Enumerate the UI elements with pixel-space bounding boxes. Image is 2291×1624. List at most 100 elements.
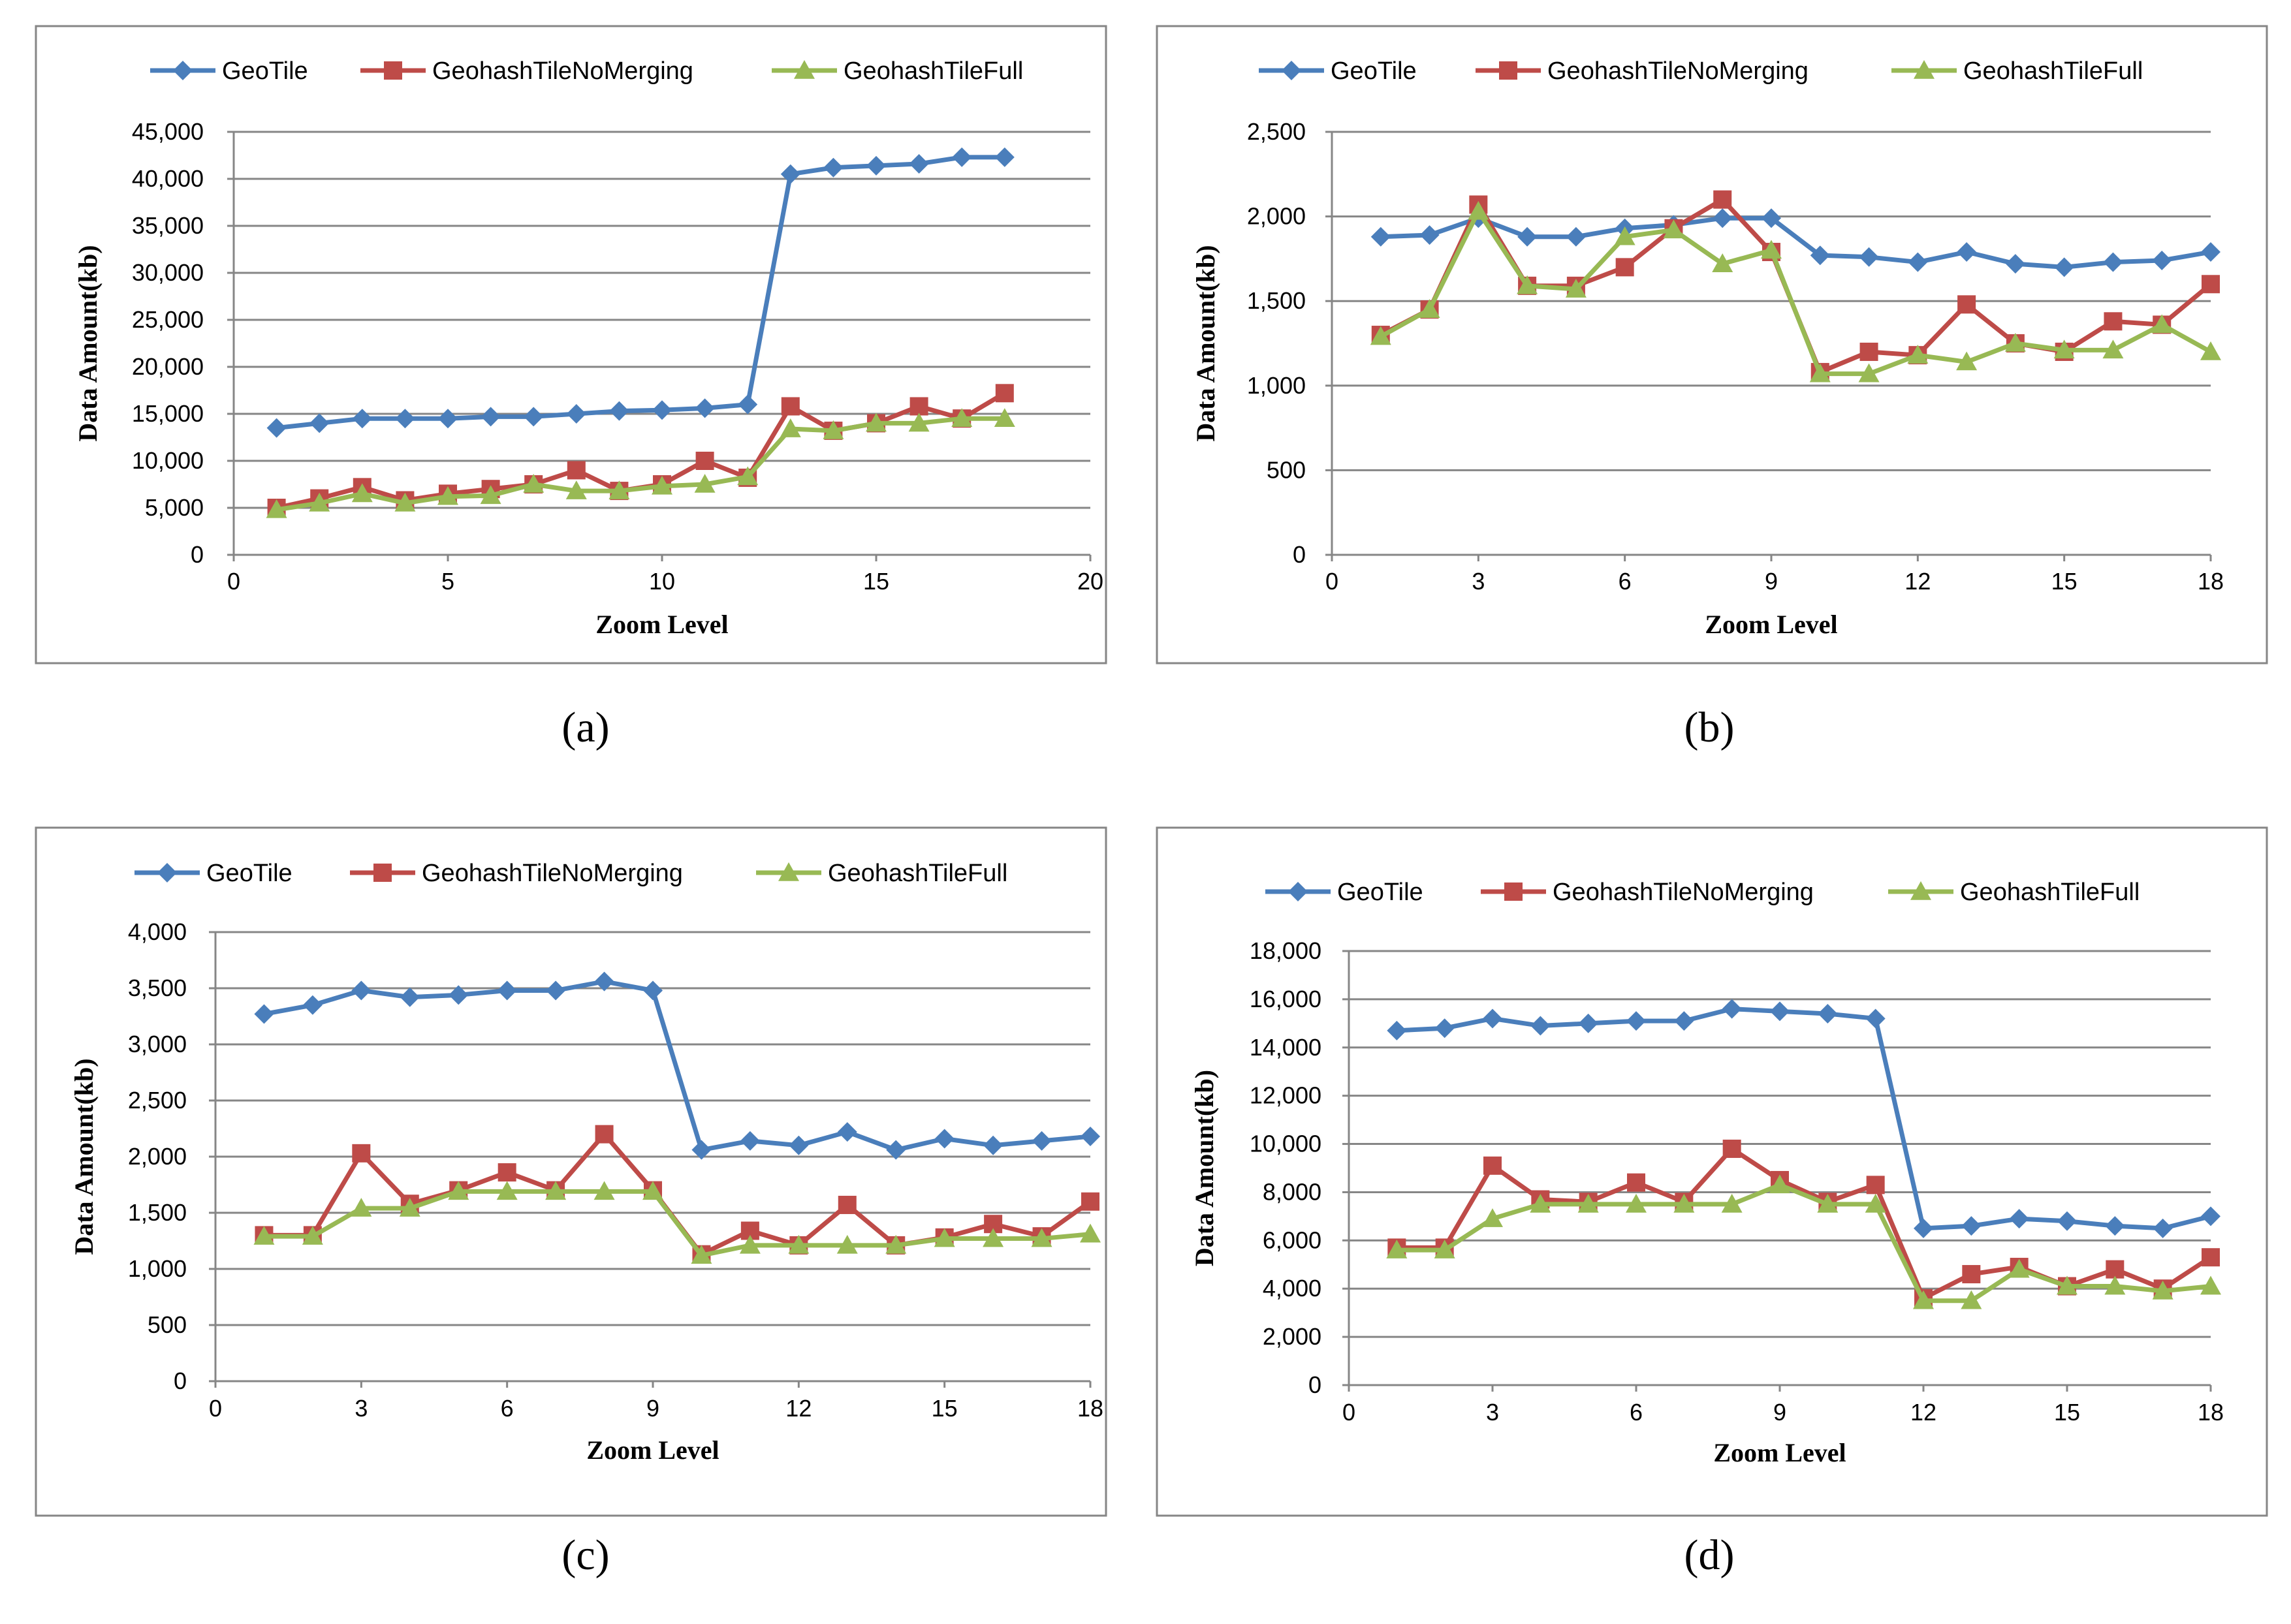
data-point [781,397,800,416]
data-point [2005,254,2025,274]
x-tick-label: 3 [1472,568,1485,595]
y-axis-title: Data Amount(kb) [73,245,103,441]
data-point [1957,295,1976,314]
chart-panel: 0 2,000 4,000 6,000 8,000 10,000 12,000 14,000 1… [1156,826,2268,1517]
data-point [608,480,630,499]
y-tick-label: 15,000 [132,400,204,427]
data-point [994,147,1015,167]
data-point [595,1125,614,1144]
data-point [266,499,287,518]
y-tick-label: 12,000 [1250,1082,1321,1109]
data-point [1565,279,1587,298]
legend-marker [1499,61,1517,80]
data-point [1673,1193,1695,1213]
data-point [1517,226,1538,247]
y-tick-label: 8,000 [1263,1178,1321,1205]
x-axis-title: Zoom Level [1713,1438,1846,1467]
legend: GeoTile GeohashTileNoMerging GeohashTileFu… [1265,879,2140,906]
x-tick-label: 20 [1077,568,1103,595]
y-axis-title: Data Amount(kb) [1191,245,1220,441]
legend-item: GeoTile [1265,879,1423,906]
data-point [952,147,972,167]
data-point [740,1131,760,1151]
data-point [951,408,973,427]
figure-caption: (d) [1684,1531,1735,1579]
legend-marker [778,862,799,881]
x-tick-label: 15 [863,568,889,595]
x-tick-label: 6 [501,1395,514,1422]
x-tick-label: 9 [1773,1399,1786,1426]
data-point [2104,312,2123,331]
data-point [352,409,372,429]
data-point [400,987,420,1007]
y-tick-label: 18,000 [1250,937,1321,964]
data-point [1081,1192,1099,1211]
legend-marker [173,61,193,80]
data-point [2200,1275,2221,1295]
data-point [2201,1206,2220,1226]
data-point [1770,1001,1790,1022]
data-point [1818,1004,1838,1024]
data-point [567,461,586,480]
y-tick-label: 2,000 [1247,203,1306,230]
data-point [2008,1258,2030,1278]
series-0 [254,971,1100,1160]
y-tick-label: 35,000 [132,212,204,239]
data-point [780,164,800,184]
x-tick-label: 5 [441,568,454,595]
data-point [1370,226,1391,247]
data-point [302,995,323,1015]
data-point [1080,1223,1101,1243]
y-tick-label: 3,000 [128,1031,187,1057]
y-tick-label: 4,000 [1263,1275,1321,1302]
legend-marker [373,864,392,882]
data-point [823,157,844,178]
data-point [266,418,287,438]
data-point [566,404,586,424]
x-tick-label: 15 [2054,1399,2080,1426]
y-tick-label: 1,000 [128,1255,187,1282]
legend-marker [1914,60,1935,79]
data-point [866,155,886,176]
legend-label: GeoTile [206,860,292,887]
x-axis-title: Zoom Level [595,610,728,639]
data-point [1530,1193,1551,1213]
chart-panel: 0 5,000 10,000 15,000 20,000 25,000 30,000 35,0… [35,25,1107,664]
data-point [253,1226,275,1245]
y-tick-label: 45,000 [132,118,204,145]
y-tick-label: 0 [1308,1371,1321,1398]
series-2 [1370,200,2221,383]
data-point [1712,253,1733,272]
y-tick-label: 30,000 [132,259,204,286]
legend-label: GeohashTileFull [1960,879,2140,906]
data-point [351,980,371,1001]
legend-marker [157,863,177,882]
data-point [1961,1216,1982,1236]
data-point [594,971,614,992]
data-point [1769,1174,1790,1194]
legend-label: GeoTile [222,57,308,85]
y-tick-label: 2,000 [128,1143,187,1170]
data-point [1761,240,1782,259]
data-point [1615,258,1634,277]
x-axis-title: Zoom Level [1705,610,1837,639]
data-point [1578,1013,1598,1033]
legend-label: GeohashTileFull [844,57,1023,85]
legend: GeoTile GeohashTileNoMerging GeohashTileFu… [1259,57,2143,85]
y-tick-label: 0 [1293,541,1306,568]
data-point [2057,1211,2077,1231]
data-point [1577,1193,1599,1213]
data-point [309,492,330,512]
series-2 [253,1181,1101,1264]
data-point [1858,363,1880,383]
data-point [1530,1016,1551,1036]
legend-item: GeohashTileNoMerging [1481,879,1814,906]
data-point [1483,1008,1502,1029]
x-tick-label: 0 [209,1395,222,1422]
data-point [1865,1193,1886,1213]
data-point [1809,363,1831,383]
y-tick-label: 20,000 [132,353,204,380]
data-point [1957,242,1977,262]
data-point [994,408,1015,427]
data-point [2151,314,2173,334]
